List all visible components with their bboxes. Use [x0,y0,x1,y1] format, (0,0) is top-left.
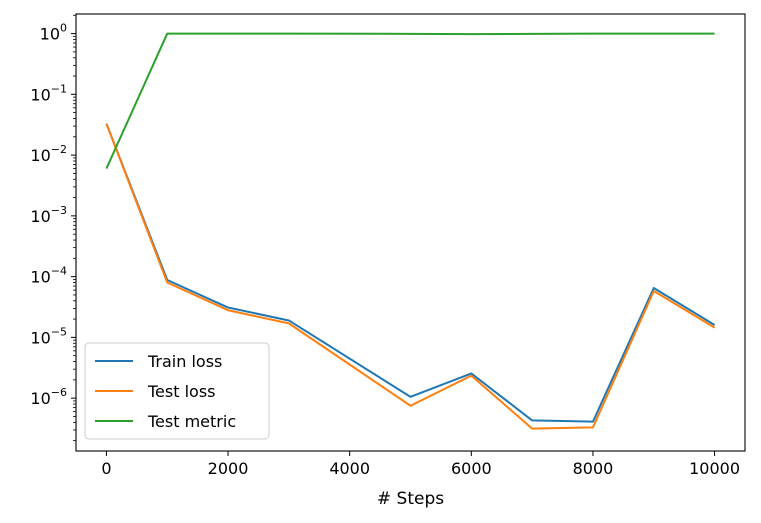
x-tick-label: 4000 [329,459,370,478]
y-tick-label: 10−1 [30,82,67,104]
y-tick-label: 10−6 [30,386,67,408]
y-axis: 10−6 10−5 10−4 10−3 10−2 10−1 100 [30,14,76,442]
x-tick-label: 0 [101,459,111,478]
y-tick-label: 10−2 [30,143,67,165]
series-line [105,123,716,423]
legend: Train loss Test loss Test metric [84,342,270,440]
x-tick-label: 6000 [451,459,492,478]
x-tick-label: 2000 [208,459,249,478]
series-line [105,123,716,430]
legend-box [84,342,270,440]
y-tick-label: 10−5 [30,325,67,347]
plot-frame [75,13,746,452]
series-line [105,32,715,170]
legend-label: Train loss [147,352,222,371]
legend-label: Test metric [147,412,236,431]
x-axis-label: # Steps [377,489,444,509]
y-tick-label: 100 [40,22,67,44]
legend-label: Test loss [147,382,216,401]
x-tick-label: 10000 [689,459,740,478]
x-axis: 0 2000 4000 6000 8000 10000 [101,451,740,478]
y-tick-label: 10−4 [30,265,67,287]
y-tick-label: 10−3 [30,204,67,226]
x-tick-label: 8000 [573,459,614,478]
series-lines [105,32,716,430]
